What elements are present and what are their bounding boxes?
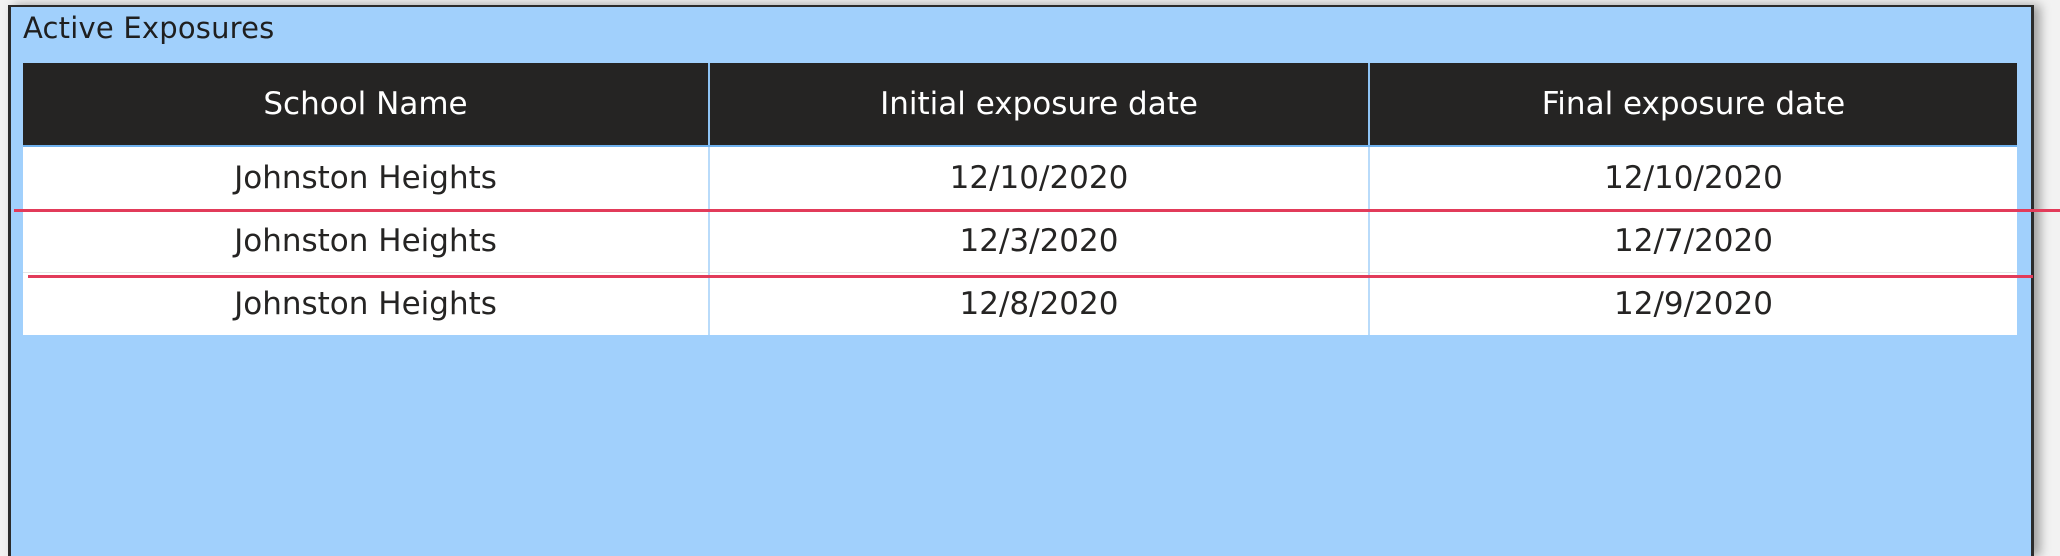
cell-initial-exposure-date: 12/3/2020 [708, 209, 1369, 273]
cell-initial-exposure-date: 12/10/2020 [708, 146, 1369, 210]
table-header-row: School Name Initial exposure date Final … [23, 63, 2017, 147]
highlight-line-bottom [28, 275, 2033, 278]
table-row[interactable]: Johnston Heights 12/3/2020 12/7/2020 [23, 209, 2017, 273]
column-header-school-name[interactable]: School Name [23, 63, 709, 147]
highlight-line-top [14, 209, 2060, 212]
cell-school-name: Johnston Heights [23, 209, 709, 273]
cell-final-exposure-date: 12/7/2020 [1368, 209, 2017, 273]
cell-initial-exposure-date: 12/8/2020 [708, 272, 1369, 335]
table-row[interactable]: Johnston Heights 12/10/2020 12/10/2020 [23, 146, 2017, 210]
cell-final-exposure-date: 12/10/2020 [1368, 146, 2017, 210]
active-exposures-visual: Active Exposures School Name Initial exp… [8, 5, 2034, 556]
column-header-final-exposure-date[interactable]: Final exposure date [1368, 63, 2017, 147]
cell-school-name: Johnston Heights [23, 272, 709, 335]
column-header-initial-exposure-date[interactable]: Initial exposure date [708, 63, 1369, 147]
cell-school-name: Johnston Heights [23, 146, 709, 210]
table-row[interactable]: Johnston Heights 12/8/2020 12/9/2020 [23, 272, 2017, 335]
cell-final-exposure-date: 12/9/2020 [1368, 272, 2017, 335]
exposures-table: School Name Initial exposure date Final … [23, 63, 2017, 335]
visual-title: Active Exposures [23, 11, 275, 45]
